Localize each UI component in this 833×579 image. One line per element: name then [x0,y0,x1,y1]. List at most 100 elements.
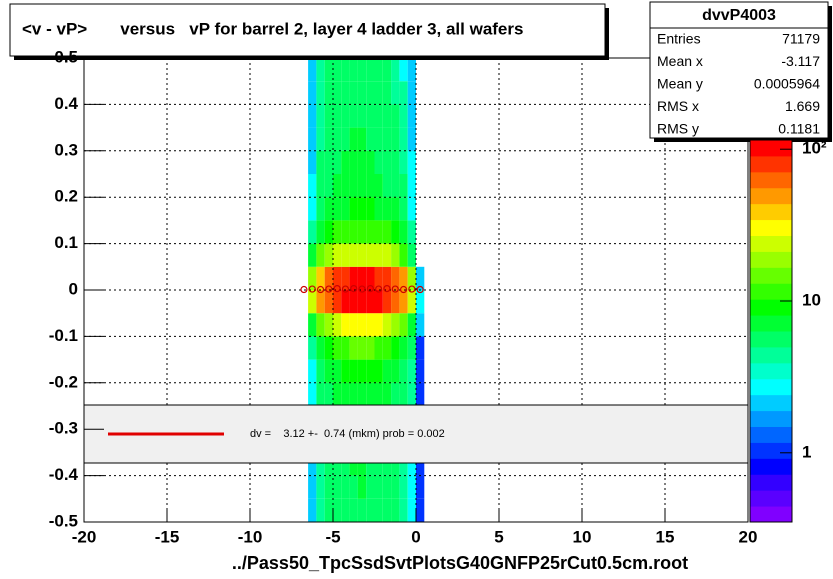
stats-label: Mean y [657,76,703,92]
heatmap-cell [391,475,400,499]
heatmap-cell [308,452,317,476]
heatmap-cell [341,382,350,406]
heatmap-cell [333,220,342,244]
x-tick-label: 15 [656,527,675,546]
heatmap-cell [341,174,350,198]
heatmap-cell [391,127,400,151]
heatmap-cell [341,452,350,476]
heatmap-cell [308,243,317,267]
heatmap-cell [407,452,416,476]
heatmap-cell [391,336,400,360]
colorbar-swatch [750,346,792,364]
heatmap-cell [333,498,342,522]
heatmap-cell [349,81,358,105]
colorbar-swatch [750,394,792,412]
heatmap-cell [349,220,358,244]
heatmap-cell [341,220,350,244]
y-tick-label: 0.5 [54,47,78,66]
colorbar-swatch [750,458,792,475]
heatmap-cell [308,475,317,499]
heatmap-cell [357,475,367,499]
heatmap-cell [382,81,392,105]
heatmap-cell [349,127,358,151]
heatmap-cell [416,290,425,314]
heatmap-cell [399,58,408,82]
heatmap-cell [324,266,333,290]
y-tick-label: 0 [69,279,78,298]
z-tick-label: 10 [802,290,821,309]
heatmap-cell [308,58,317,82]
stats-label: RMS x [657,98,699,114]
profile-point [308,285,316,293]
heatmap-cell [357,127,367,151]
heatmap-cell [316,313,325,337]
heatmap-cell [333,313,342,337]
heatmap-cell [324,498,333,522]
heatmap-cell [399,174,408,198]
heatmap-cell [349,243,358,267]
heatmap-cell [391,290,400,314]
heatmap-cell [341,150,350,174]
heatmap-cell [349,452,358,476]
heatmap-cell [349,58,358,82]
heatmap-cell [399,266,408,290]
heatmap-cell [324,104,333,128]
heatmap-cell [308,197,317,221]
heatmap-cell [316,220,325,244]
heatmap-cell [333,336,342,360]
heatmap-cell [308,104,317,128]
heatmap-cell [357,81,367,105]
heatmap-cell [366,266,375,290]
colorbar-swatch [750,283,792,300]
colorbar-swatch [750,187,792,205]
stats-value: 0.1181 [778,121,820,137]
profile-point [366,285,374,293]
heatmap-cell [391,498,400,522]
colorbar-swatch [750,506,792,523]
y-tick-label: -0.3 [49,419,78,438]
stats-value: 71179 [782,31,820,47]
heatmap-cell [341,127,350,151]
heatmap-cell [407,58,416,82]
heatmap-cell [382,197,392,221]
heatmap-cell [366,197,375,221]
heatmap-cell [399,498,408,522]
heatmap-cell [357,150,367,174]
heatmap-cell [374,336,383,360]
heatmap-cell [357,382,367,406]
x-tick-label: -10 [238,527,263,546]
heatmap-cell [341,81,350,105]
heatmap-cell [324,475,333,499]
heatmap-cell [399,104,408,128]
stats-rows: Entries 71179 Mean x -3.117 Mean y 0.0005964 R… [657,31,820,137]
heatmap-cell [324,174,333,198]
heatmap-cell [416,498,425,522]
heatmap-cell [324,58,333,82]
heatmap-cell [382,313,392,337]
y-tick-label: -0.5 [49,511,78,530]
heatmap-cell [316,359,325,383]
heatmap-cell [316,243,325,267]
heatmap-cell [341,336,350,360]
heatmap-cell [366,290,375,314]
heatmap-cell [308,336,317,360]
heatmap-cell [341,197,350,221]
heatmap-cell [407,174,416,198]
heatmap-cell [407,336,416,360]
heatmap-cell [324,336,333,360]
heatmap-cell [324,382,333,406]
x-tick-label: 20 [739,527,758,546]
heatmap-cell [333,359,342,383]
heatmap-cell [333,452,342,476]
colorbar-swatch [750,490,792,507]
heatmap-cell [407,81,416,105]
heatmap-cell [374,81,383,105]
heatmap-cell [357,498,367,522]
stats-label: Mean x [657,53,703,69]
heatmap-cell [357,313,367,337]
heatmap-cell [333,243,342,267]
stats-value: 0.0005964 [754,76,820,92]
heatmap-cell [399,220,408,244]
heatmap-cell [349,336,358,360]
heatmap-cell [382,382,392,406]
